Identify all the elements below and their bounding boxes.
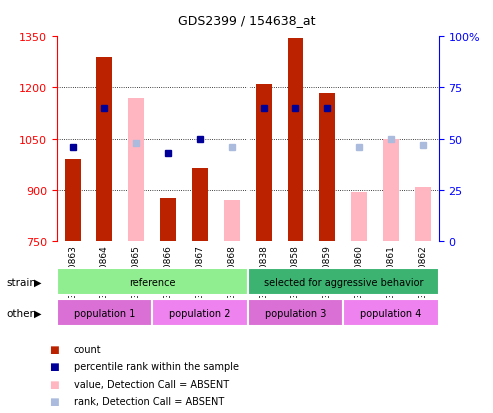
Bar bbox=[247, 268, 439, 295]
Text: percentile rank within the sample: percentile rank within the sample bbox=[74, 361, 239, 371]
Text: ■: ■ bbox=[49, 361, 59, 371]
Bar bbox=[160, 199, 176, 242]
Bar bbox=[128, 98, 144, 242]
Text: rank, Detection Call = ABSENT: rank, Detection Call = ABSENT bbox=[74, 396, 224, 406]
Text: GDS2399 / 154638_at: GDS2399 / 154638_at bbox=[178, 14, 315, 27]
Bar bbox=[152, 299, 247, 326]
Text: value, Detection Call = ABSENT: value, Detection Call = ABSENT bbox=[74, 379, 229, 389]
Text: ■: ■ bbox=[49, 396, 59, 406]
Bar bbox=[65, 160, 80, 242]
Bar bbox=[57, 268, 247, 295]
Text: other: other bbox=[6, 308, 35, 318]
Text: ■: ■ bbox=[49, 344, 59, 354]
Bar bbox=[287, 39, 304, 242]
Bar bbox=[57, 299, 152, 326]
Bar bbox=[224, 201, 240, 242]
Text: ■: ■ bbox=[49, 379, 59, 389]
Text: population 2: population 2 bbox=[169, 308, 231, 318]
Bar bbox=[97, 57, 112, 242]
Text: population 4: population 4 bbox=[360, 308, 422, 318]
Text: reference: reference bbox=[129, 277, 176, 287]
Text: ▶: ▶ bbox=[34, 277, 41, 287]
Text: population 1: population 1 bbox=[74, 308, 135, 318]
Text: ▶: ▶ bbox=[34, 308, 41, 318]
Bar bbox=[319, 93, 335, 242]
Text: selected for aggressive behavior: selected for aggressive behavior bbox=[263, 277, 423, 287]
Bar bbox=[343, 299, 439, 326]
Bar bbox=[383, 140, 399, 242]
Bar bbox=[351, 192, 367, 242]
Text: population 3: population 3 bbox=[265, 308, 326, 318]
Text: count: count bbox=[74, 344, 102, 354]
Bar bbox=[415, 187, 431, 242]
Text: strain: strain bbox=[6, 277, 36, 287]
Bar bbox=[247, 299, 343, 326]
Bar bbox=[256, 85, 272, 242]
Bar bbox=[192, 169, 208, 242]
